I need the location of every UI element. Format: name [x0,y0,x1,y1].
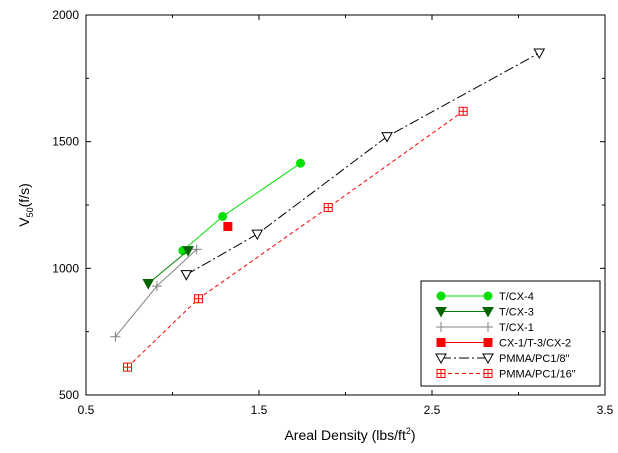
legend-box [420,280,601,387]
legend-marker-end [483,338,493,347]
legend: T/CX-4 T/CX-3 T/CX-1 CX-1/T-3/CX-2 PMMA/PC1/… [420,280,601,387]
x-tick-label: 2.5 [424,403,441,417]
data-point [251,229,264,241]
y-tick-label: 1000 [52,261,79,275]
data-point [296,158,306,168]
legend-label: T/CX-1 [499,322,534,334]
legend-entry: CX-1/T-3/CX-2 [436,338,571,350]
data-point [381,132,393,143]
y-axis-title: V50(f/s) [16,183,35,226]
legend-entry: PMMA/PC1/16" [436,369,576,381]
data-point [191,244,202,255]
legend-entry: PMMA/PC1/8" [435,353,570,365]
legend-marker-start [436,322,446,332]
x-tick-label: 0.5 [78,403,95,417]
series-layer [110,48,546,372]
series-line [127,110,464,368]
x-tick-label: 1.5 [251,403,268,417]
legend-marker-start [435,353,447,365]
legend-label: PMMA/PC1/16" [499,369,576,381]
data-point [533,48,546,60]
data-point [323,203,333,213]
series-line [186,52,540,276]
legend-label: PMMA/PC1/8" [499,353,570,365]
series-2 [110,244,202,342]
data-point [182,246,194,257]
data-point [142,279,155,290]
legend-entry: T/CX-4 [436,291,534,303]
legend-marker-start [436,369,446,378]
data-point [218,211,228,221]
legend-marker-end [482,307,494,318]
legend-marker-start [435,307,447,318]
legend-label: CX-1/T-3/CX-2 [499,338,571,350]
axis-ticks: 0.5 1.5 2.5 3.5 500 1000 1500 2000 [52,8,613,417]
legend-marker-start [436,338,446,347]
legend-marker-end [482,353,494,365]
series-3 [223,222,233,232]
y-tick-label: 2000 [52,8,79,22]
legend-entry: T/CX-1 [436,322,534,334]
data-point [110,331,121,342]
legend-entry: T/CX-3 [435,307,534,319]
y-tick-label: 1500 [52,135,79,149]
data-point [123,362,133,372]
series-line [147,250,189,284]
data-point [151,281,162,292]
legend-marker-end [483,322,493,332]
legend-marker-end [483,369,493,378]
y-tick-label: 500 [59,388,79,402]
data-point [180,270,193,281]
data-point [458,106,468,116]
legend-entries: T/CX-4 T/CX-3 T/CX-1 CX-1/T-3/CX-2 PMMA/PC1/… [435,291,576,381]
x-axis-title: Areal Density (lbs/ft2) [284,426,415,443]
legend-marker-start [436,291,446,301]
data-point [223,222,233,232]
series-1 [142,246,194,290]
data-point [193,294,203,304]
series-4 [180,48,546,281]
legend-label: T/CX-4 [499,291,534,303]
legend-label: T/CX-3 [499,307,534,319]
series-5 [123,106,468,372]
legend-marker-end [483,291,493,301]
x-tick-label: 3.5 [597,403,614,417]
